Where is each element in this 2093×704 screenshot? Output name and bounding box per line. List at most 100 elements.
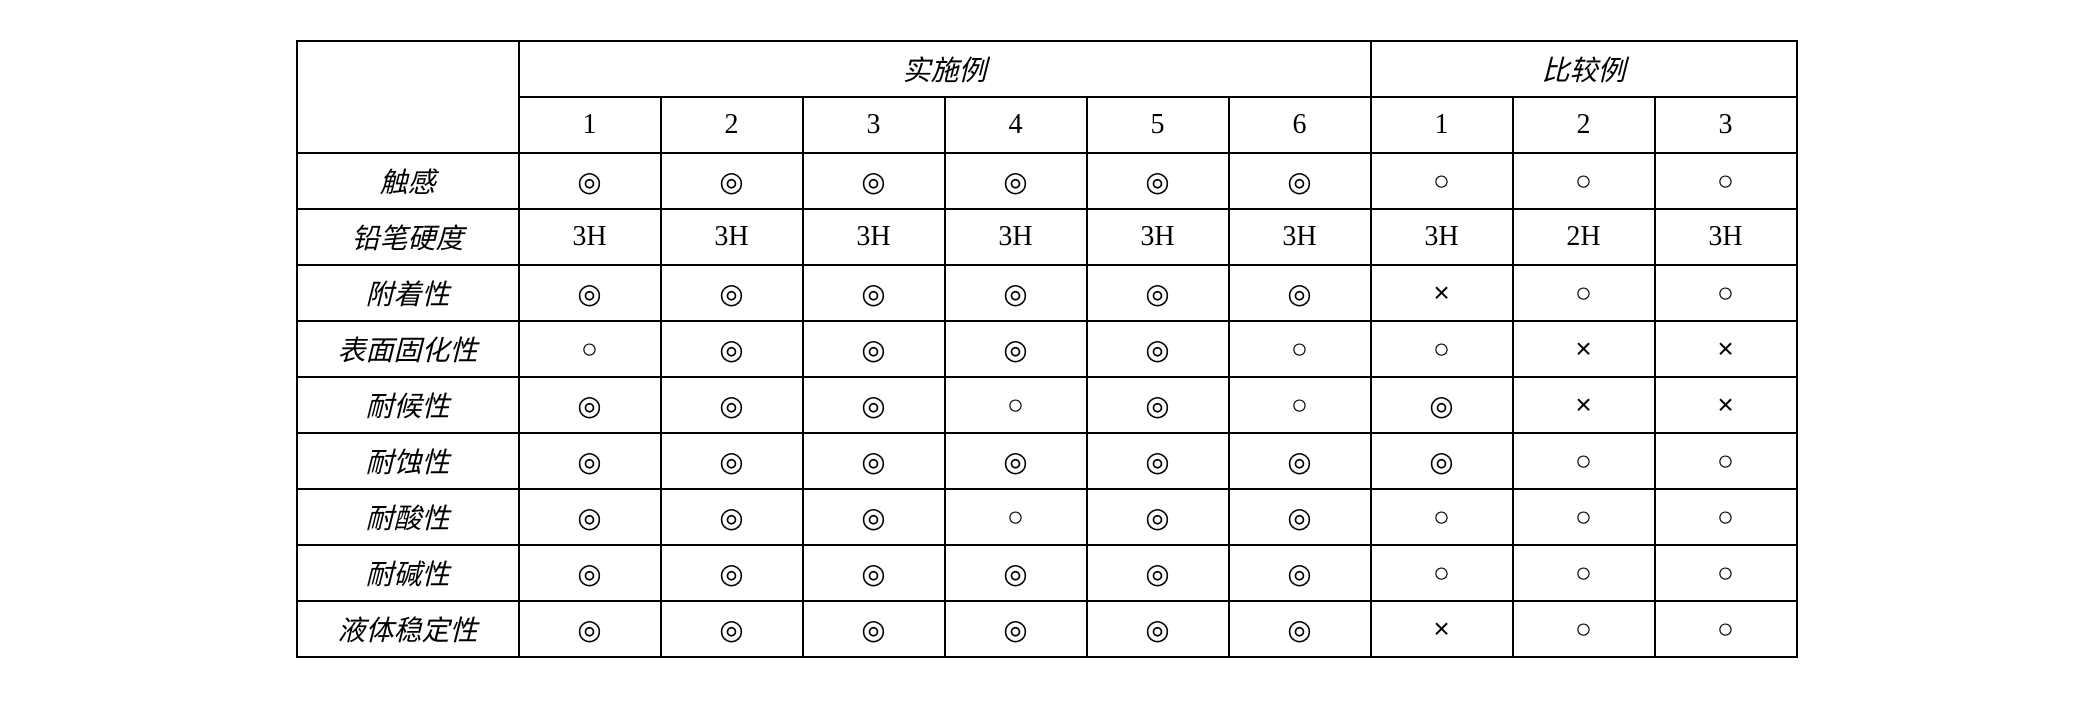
col-header: 1 [1371,97,1513,153]
table-row: 耐候性 ◎ ◎ ◎ ○ ◎ ○ ◎ × × [297,377,1797,433]
cell: ○ [1655,545,1797,601]
row-label: 触感 [297,153,519,209]
corner-cell [297,41,519,153]
cell: ◎ [519,377,661,433]
cell: 3H [1087,209,1229,265]
cell: ◎ [1087,321,1229,377]
cell: ○ [1513,153,1655,209]
cell: ○ [1371,321,1513,377]
cell: ◎ [803,601,945,657]
cell: ○ [1513,601,1655,657]
col-header: 2 [1513,97,1655,153]
header-row-1: 实施例 比较例 [297,41,1797,97]
row-label: 耐蚀性 [297,433,519,489]
cell: ◎ [945,601,1087,657]
cell: ◎ [661,377,803,433]
cell: ◎ [945,433,1087,489]
row-label: 液体稳定性 [297,601,519,657]
cell: ◎ [661,433,803,489]
cell: ◎ [519,153,661,209]
cell: ◎ [1087,489,1229,545]
cell: ◎ [1229,265,1371,321]
row-label: 耐碱性 [297,545,519,601]
cell: ◎ [1371,377,1513,433]
cell: ○ [1371,153,1513,209]
cell: ◎ [661,321,803,377]
cell: ◎ [519,601,661,657]
cell: × [1371,265,1513,321]
col-header: 3 [803,97,945,153]
table-row: 触感 ◎ ◎ ◎ ◎ ◎ ◎ ○ ○ ○ [297,153,1797,209]
table-body: 触感 ◎ ◎ ◎ ◎ ◎ ◎ ○ ○ ○ 铅笔硬度 3H 3H 3H 3H 3H… [297,153,1797,657]
cell: ◎ [945,265,1087,321]
col-header: 1 [519,97,661,153]
cell: 3H [1655,209,1797,265]
cell: ◎ [519,433,661,489]
cell: ○ [1371,489,1513,545]
cell: ◎ [1229,545,1371,601]
row-label: 耐候性 [297,377,519,433]
cell: ◎ [1087,265,1229,321]
cell: ○ [1513,265,1655,321]
cell: ◎ [1087,377,1229,433]
col-header: 4 [945,97,1087,153]
table-row: 铅笔硬度 3H 3H 3H 3H 3H 3H 3H 2H 3H [297,209,1797,265]
cell: ○ [1655,601,1797,657]
cell: × [1371,601,1513,657]
cell: 3H [945,209,1087,265]
cell: ◎ [803,153,945,209]
cell: × [1513,377,1655,433]
cell: ◎ [1229,433,1371,489]
col-header: 5 [1087,97,1229,153]
cell: 3H [1371,209,1513,265]
cell: 3H [519,209,661,265]
header-row-2: 1 2 3 4 5 6 1 2 3 [297,97,1797,153]
cell: ◎ [519,545,661,601]
cell: ○ [1513,489,1655,545]
cell: ◎ [661,265,803,321]
cell: ◎ [803,265,945,321]
cell: ◎ [945,321,1087,377]
cell: ◎ [1087,433,1229,489]
cell: ◎ [519,265,661,321]
col-header: 2 [661,97,803,153]
cell: ○ [519,321,661,377]
cell: × [1513,321,1655,377]
cell: ○ [1655,433,1797,489]
cell: ○ [1371,545,1513,601]
cell: ◎ [661,601,803,657]
cell: ◎ [1087,545,1229,601]
row-label: 附着性 [297,265,519,321]
cell: 3H [803,209,945,265]
table-row: 耐蚀性 ◎ ◎ ◎ ◎ ◎ ◎ ◎ ○ ○ [297,433,1797,489]
table-row: 耐酸性 ◎ ◎ ◎ ○ ◎ ◎ ○ ○ ○ [297,489,1797,545]
cell: 3H [661,209,803,265]
cell: ◎ [1229,601,1371,657]
cell: ◎ [1087,601,1229,657]
cell: ◎ [1229,489,1371,545]
cell: ○ [1229,377,1371,433]
cell: 2H [1513,209,1655,265]
col-header: 3 [1655,97,1797,153]
cell: ◎ [945,545,1087,601]
cell: ◎ [803,545,945,601]
cell: ○ [1655,265,1797,321]
cell: ◎ [945,153,1087,209]
cell: ○ [1513,545,1655,601]
cell: ◎ [803,377,945,433]
cell: ○ [945,489,1087,545]
cell: ◎ [803,321,945,377]
row-label: 耐酸性 [297,489,519,545]
cell: ◎ [519,489,661,545]
row-label: 表面固化性 [297,321,519,377]
table-row: 耐碱性 ◎ ◎ ◎ ◎ ◎ ◎ ○ ○ ○ [297,545,1797,601]
cell: ◎ [1229,153,1371,209]
cell: ○ [945,377,1087,433]
comparison-table: 实施例 比较例 1 2 3 4 5 6 1 2 3 触感 ◎ ◎ ◎ ◎ ◎ ◎… [296,40,1798,658]
cell: 3H [1229,209,1371,265]
cell: ◎ [1087,153,1229,209]
table-row: 附着性 ◎ ◎ ◎ ◎ ◎ ◎ × ○ ○ [297,265,1797,321]
group-header-examples: 实施例 [519,41,1371,97]
cell: ◎ [1371,433,1513,489]
col-header: 6 [1229,97,1371,153]
